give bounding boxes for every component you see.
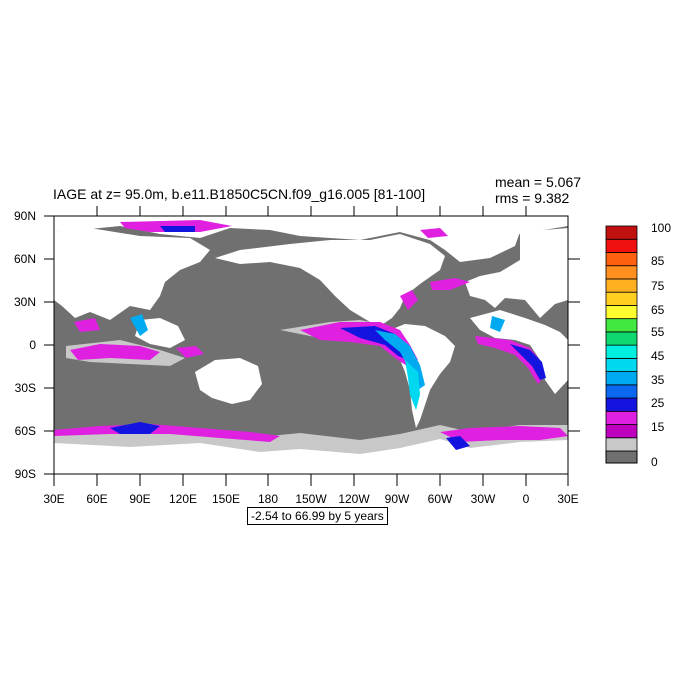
colorbar-box xyxy=(605,238,638,253)
bay-of-bengal-magenta xyxy=(74,318,100,332)
xtick-label: 30E xyxy=(557,492,579,506)
colorbar-label: 45 xyxy=(651,349,665,363)
indonesia-magenta xyxy=(176,346,204,358)
x-ticks-bottom xyxy=(53,474,569,486)
atlantic-magenta xyxy=(475,336,545,384)
southern-blue-west xyxy=(110,422,160,434)
ytick-label: 60S xyxy=(14,424,36,438)
colorbar-box xyxy=(605,424,638,439)
southern-magenta-east xyxy=(440,426,568,442)
colorbar-box xyxy=(605,225,638,240)
y-ticks-right xyxy=(568,258,580,432)
southern-magenta-west xyxy=(54,424,280,442)
land-eurasia-east xyxy=(465,228,568,318)
x-ticks-top xyxy=(96,206,527,216)
land-maritime-asia xyxy=(135,318,185,348)
colorbar-box xyxy=(605,344,638,359)
colorbar-label: 65 xyxy=(651,303,665,317)
mean-stat: mean = 5.067 xyxy=(495,174,582,190)
xtick-label: 30W xyxy=(470,492,496,506)
colorbar-box xyxy=(605,278,638,293)
peru-coast-cyan xyxy=(405,360,420,410)
xtick-label: 150W xyxy=(295,492,327,506)
colorbar-box xyxy=(605,318,638,333)
xtick-label: 60E xyxy=(86,492,108,506)
xtick-label: 60W xyxy=(427,492,453,506)
xtick-label: 120E xyxy=(168,492,198,506)
colorbar-box xyxy=(605,371,638,386)
southern-blue-east xyxy=(446,436,470,450)
xtick-label: 90E xyxy=(129,492,151,506)
colorbar-box xyxy=(605,305,638,320)
colorbar-box xyxy=(605,291,638,306)
land-eurasia-west xyxy=(54,228,210,320)
xtick-label: 180 xyxy=(257,492,279,506)
ytick-label: 30S xyxy=(14,381,36,395)
colorbar-label: 100 xyxy=(651,221,672,235)
xtick-label: 120W xyxy=(338,492,370,506)
atlantic-blue xyxy=(510,344,546,380)
colorbar-label: 25 xyxy=(651,396,665,410)
colorbar-label: 0 xyxy=(651,455,658,469)
land-north-america xyxy=(215,234,445,326)
colorbar-label: 75 xyxy=(651,279,665,293)
ytick-label: 90S xyxy=(14,467,36,481)
colorbar-box xyxy=(605,437,638,452)
xtick-label: 150E xyxy=(211,492,241,506)
map-panel xyxy=(54,216,568,474)
nw-atlantic-magenta xyxy=(400,290,418,310)
colorbar-box xyxy=(605,252,638,267)
colorbar-box xyxy=(605,384,638,399)
plot-title: IAGE at z= 95.0m, b.e11.B1850C5CN.f09_g1… xyxy=(53,186,426,202)
colorbar-box xyxy=(605,410,638,425)
arctic-blue xyxy=(160,226,195,232)
atlantic-cyan xyxy=(490,316,505,332)
xtick-label: 30E xyxy=(43,492,65,506)
colorbar-box xyxy=(605,331,638,346)
colorbar-box xyxy=(605,450,638,464)
ytick-label: 30N xyxy=(14,295,37,309)
contour-range-label: -2.54 to 66.99 by 5 years xyxy=(247,507,388,525)
colorbar xyxy=(605,225,638,464)
colorbar-box xyxy=(605,265,638,280)
arabian-sea-cyan xyxy=(130,314,148,336)
xtick-label: 0 xyxy=(522,492,530,506)
ytick-label: 90N xyxy=(14,209,37,223)
colorbar-label: 85 xyxy=(651,254,665,268)
rms-stat: rms = 9.382 xyxy=(495,190,570,206)
ytick-label: 0 xyxy=(29,338,36,352)
y-ticks-left xyxy=(44,215,54,475)
xtick-label: 90W xyxy=(384,492,410,506)
indian-south-magenta xyxy=(70,344,160,360)
colorbar-box xyxy=(605,397,638,412)
colorbar-box xyxy=(605,357,638,372)
ytick-label: 60N xyxy=(14,252,37,266)
labrador-magenta xyxy=(430,278,470,290)
land-antarctica xyxy=(54,437,568,474)
barents-magenta xyxy=(420,228,448,238)
land-australia xyxy=(195,358,262,404)
colorbar-label: 35 xyxy=(651,373,665,387)
colorbar-label: 15 xyxy=(651,420,665,434)
colorbar-label: 55 xyxy=(651,325,665,339)
